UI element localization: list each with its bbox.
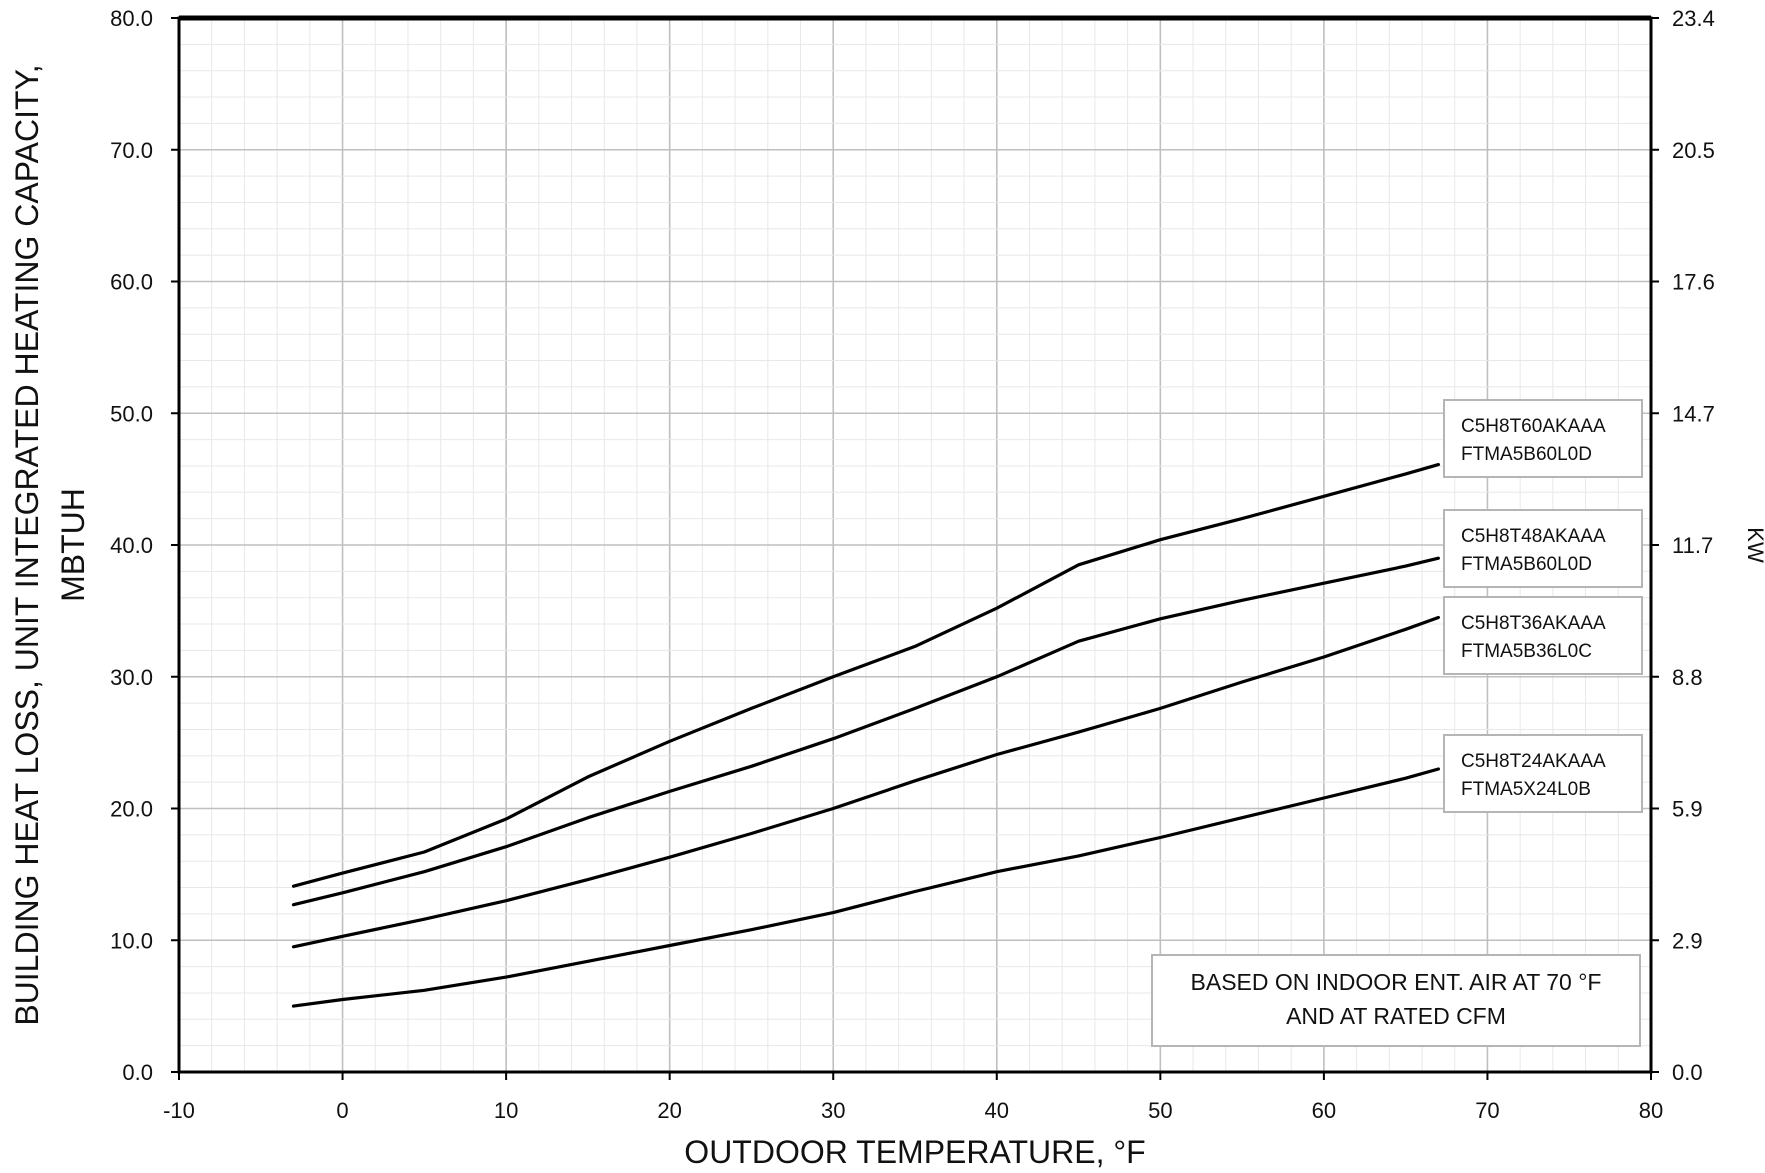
y-tick-label: 50.0 bbox=[110, 401, 153, 426]
y2-axis-title: KW bbox=[1743, 527, 1765, 563]
series-label-line: C5H8T36AKAAA bbox=[1461, 613, 1606, 634]
y2-tick-label: 14.7 bbox=[1672, 401, 1715, 426]
x-tick-label: 50 bbox=[1148, 1098, 1172, 1123]
series-line-4 bbox=[291, 767, 1441, 1008]
y-tick-label: 0.0 bbox=[122, 1060, 153, 1085]
y2-tick-label: 2.9 bbox=[1672, 928, 1703, 953]
y-tick-label: 20.0 bbox=[110, 797, 153, 822]
tick-labels: -10 0 10 20 30 40 50 60 70 80 0.0 10.0 20.0 30.0 40.0 5… bbox=[110, 6, 1715, 1123]
series-line-2 bbox=[291, 556, 1441, 907]
y-axis-title-line-1: BUILDING HEAT LOSS, UNIT INTEGRATED HEAT… bbox=[9, 64, 45, 1025]
x-tick-label: 30 bbox=[821, 1098, 845, 1123]
y-tick-label: 70.0 bbox=[110, 138, 153, 163]
x-tick-label: 10 bbox=[494, 1098, 518, 1123]
y2-tick-label: 5.9 bbox=[1672, 797, 1703, 822]
series-label-line: C5H8T60AKAAA bbox=[1461, 416, 1606, 437]
x-tick-label: 0 bbox=[336, 1098, 348, 1123]
series-label-frame bbox=[1443, 734, 1643, 813]
series-label-line: FTMA5X24L0B bbox=[1461, 779, 1591, 800]
series-label-box-2: C5H8T48AKAAA FTMA5B60L0D bbox=[1443, 509, 1643, 588]
note-box bbox=[1151, 954, 1641, 1047]
y2-tick-label: 11.7 bbox=[1672, 533, 1713, 558]
y2-tick-label: 23.4 bbox=[1672, 6, 1715, 31]
y2-tick-label: 8.8 bbox=[1672, 665, 1703, 690]
note-line-2: AND AT RATED CFM bbox=[1286, 1003, 1506, 1029]
series-label-frame bbox=[1443, 509, 1643, 588]
x-tick-label: 40 bbox=[985, 1098, 1009, 1123]
series-label-line: FTMA5B60L0D bbox=[1461, 444, 1592, 465]
y-tick-label: 30.0 bbox=[110, 665, 153, 690]
x-tick-label: 60 bbox=[1312, 1098, 1336, 1123]
y-axis-title-line-2: MBTUH bbox=[55, 488, 91, 602]
x-axis-title: OUTDOOR TEMPERATURE, °F bbox=[684, 1134, 1145, 1170]
series-label-box-3: C5H8T36AKAAA FTMA5B36L0C bbox=[1443, 596, 1643, 675]
x-tick-label: 20 bbox=[657, 1098, 681, 1123]
series-label-frame bbox=[1443, 596, 1643, 675]
series-label-box-4: C5H8T24AKAAA FTMA5X24L0B bbox=[1443, 734, 1643, 813]
series-label-box-1: C5H8T60AKAAA FTMA5B60L0D bbox=[1443, 399, 1643, 478]
series-line-1 bbox=[291, 463, 1441, 888]
series-label-line: FTMA5B36L0C bbox=[1461, 641, 1592, 662]
series-line-3 bbox=[291, 615, 1441, 949]
x-tick-label: 80 bbox=[1639, 1098, 1663, 1123]
series-label-line: FTMA5B60L0D bbox=[1461, 554, 1592, 575]
series-labels: C5H8T60AKAAA FTMA5B60L0D C5H8T48AKAAA FTMA5… bbox=[1443, 399, 1643, 813]
y2-tick-label: 20.5 bbox=[1672, 138, 1715, 163]
y2-tick-label: 17.6 bbox=[1672, 270, 1715, 295]
series-label-frame bbox=[1443, 399, 1643, 478]
y-tick-label: 40.0 bbox=[110, 533, 153, 558]
x-tick-label: -10 bbox=[163, 1098, 195, 1123]
grid bbox=[178, 17, 1652, 1073]
y-tick-label: 10.0 bbox=[110, 928, 153, 953]
note-line-1: BASED ON INDOOR ENT. AIR AT 70 °F bbox=[1191, 969, 1602, 995]
y2-tick-label: 0.0 bbox=[1672, 1060, 1703, 1085]
x-tick-label: 70 bbox=[1475, 1098, 1499, 1123]
series-label-line: C5H8T24AKAAA bbox=[1461, 751, 1606, 772]
series-lines bbox=[291, 463, 1441, 1008]
series-label-line: C5H8T48AKAAA bbox=[1461, 526, 1606, 547]
y-tick-label: 80.0 bbox=[110, 6, 153, 31]
y-tick-label: 60.0 bbox=[110, 270, 153, 295]
